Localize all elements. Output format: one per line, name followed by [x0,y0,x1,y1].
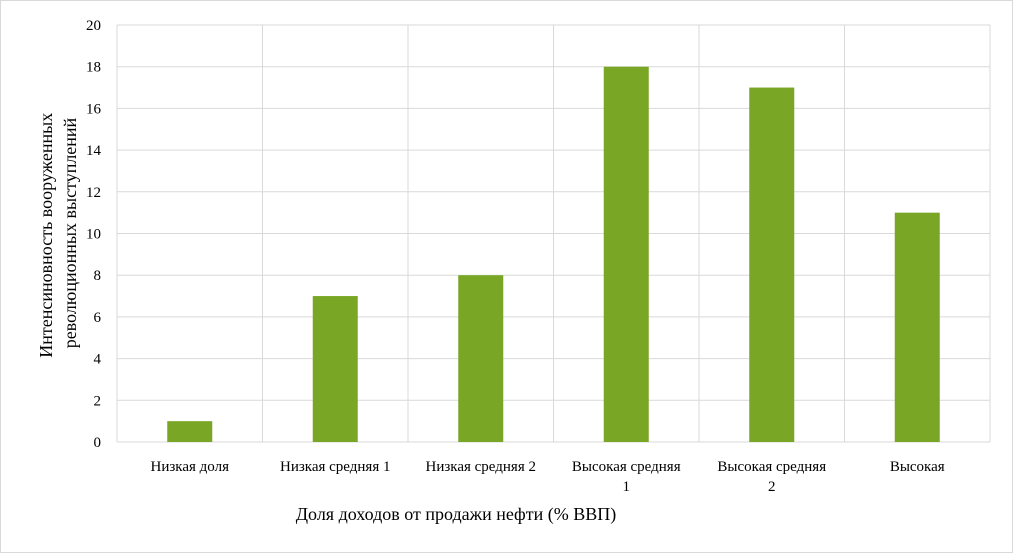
x-category-label: Высокая средняя 1 [572,459,681,495]
x-category-labels: Низкая доля Низкая средняя 1 Низкая средня… [151,459,945,495]
y-tick-label: 20 [86,18,101,34]
x-axis-title: Доля доходов от продажи нефти (% ВВП) [296,504,616,525]
y-tick-label: 12 [86,185,101,201]
x-category-label-line: Высокая средняя [572,459,681,475]
bar [603,66,649,442]
y-tick-label: 10 [86,227,101,243]
grid [116,24,991,443]
x-category-label: Низкая средняя 1 [280,459,390,475]
y-tick-label: 18 [86,60,101,76]
x-category-label: Высокая [890,459,945,475]
x-category-label-line: 1 [623,479,631,495]
x-category-label-line: Низкая доля [151,459,230,475]
bar [894,212,940,442]
x-category-label-line: 2 [768,479,776,495]
y-axis-title-line-1: Интенсиновность вооруженных [36,113,56,358]
x-category-label: Высокая средняя 2 [717,459,826,495]
bar [749,87,795,443]
x-category-label: Низкая доля [151,459,230,475]
x-category-label-line: Низкая средняя 1 [280,459,390,475]
bar [458,275,504,442]
bar [312,296,358,442]
x-category-label-line: Низкая средняя 2 [426,459,536,475]
y-tick-labels: 0 2 4 6 8 10 12 14 16 18 20 [86,18,102,451]
y-axis-title: Интенсиновность вооруженных революционны… [36,108,80,357]
y-tick-label: 6 [94,310,102,326]
y-tick-label: 16 [86,101,102,117]
y-tick-label: 2 [94,393,102,409]
x-category-label: Низкая средняя 2 [426,459,536,475]
x-category-label-line: Высокая [890,459,945,475]
y-tick-label: 0 [94,435,102,451]
y-tick-label: 14 [86,143,102,159]
y-tick-label: 8 [94,268,102,284]
bars [167,66,940,443]
x-category-label-line: Высокая средняя [717,459,826,475]
y-tick-label: 4 [94,352,102,368]
bar [167,421,213,442]
y-axis-title-line-2: революционных выступлений [60,117,80,348]
